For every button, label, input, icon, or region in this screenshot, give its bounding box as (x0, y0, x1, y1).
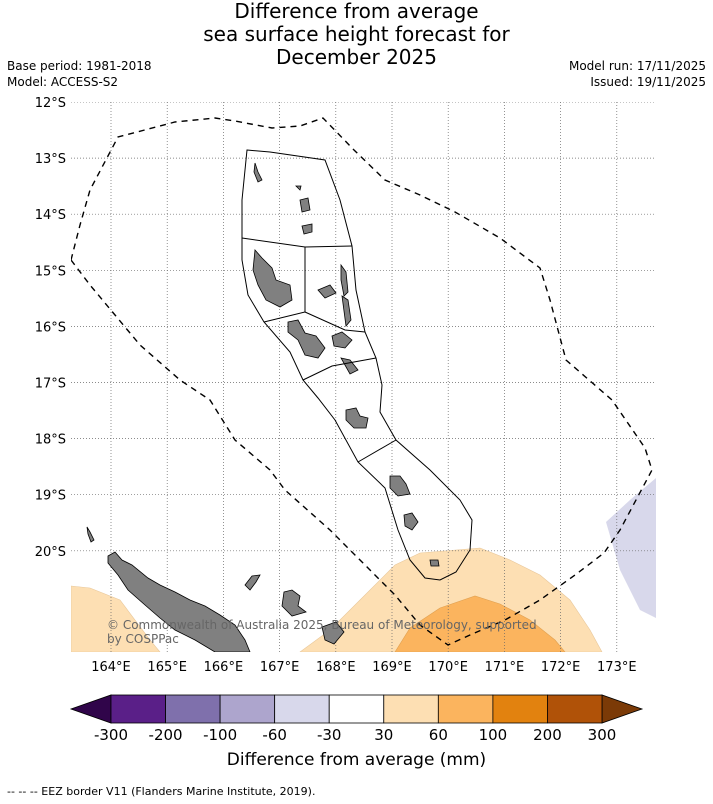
colorbar-swatch (547, 694, 603, 724)
island (403, 512, 419, 531)
latitude-labels: 12°S 13°S 14°S 15°S 16°S 17°S 18°S 19°S 20°S (35, 96, 66, 560)
colorbar-tick-label: -60 (262, 726, 287, 744)
new-caledonia-land (107, 551, 251, 652)
eez-border-dashed (71, 117, 653, 646)
colorbar-low-extend (69, 694, 112, 724)
lon-tick-label: 173°E (597, 660, 637, 675)
island (295, 185, 302, 191)
lon-tick-label: 170°E (428, 660, 468, 675)
colorbar-high-extend (601, 694, 644, 724)
colorbar-tick-label: -200 (149, 726, 183, 744)
longitude-labels: 164°E 165°E 166°E 167°E 168°E 169°E 170°E 171°E… (91, 660, 636, 675)
anomaly-light-purple (606, 478, 656, 618)
land (86, 162, 440, 652)
boundary-line (357, 439, 397, 463)
colorbar-tick-label: -300 (94, 726, 128, 744)
island (340, 357, 359, 375)
colorbar-swatch (219, 694, 276, 724)
boundary-line (302, 357, 377, 381)
lat-tick-label: 13°S (35, 152, 66, 167)
island (341, 295, 352, 327)
meta-right: Model run: 17/11/2025 Issued: 19/11/2025 (569, 58, 706, 90)
map-area: © Commonwealth of Australia 2025, Bureau… (71, 102, 656, 652)
island (429, 559, 440, 567)
lon-tick-label: 172°E (541, 660, 581, 675)
lat-tick-label: 16°S (35, 320, 66, 335)
footer-legend-note: -- -- -- EEZ border V11 (Flanders Marine… (7, 785, 316, 798)
island (252, 249, 293, 308)
lon-tick-label: 164°E (91, 660, 131, 675)
lon-tick-label: 165°E (147, 660, 187, 675)
title-line-1: Difference from average (234, 0, 479, 23)
model-text: Model: ACCESS-S2 (7, 75, 119, 89)
island (340, 263, 349, 297)
colorbar-tick-label: 100 (479, 726, 508, 744)
copyright-text-line2: by COSPPac (107, 632, 179, 646)
colorbar-swatch (274, 694, 330, 724)
lat-tick-label: 20°S (35, 545, 66, 560)
colorbar-tick-label: 300 (588, 726, 617, 744)
model-run-text: Model run: 17/11/2025 (568, 59, 706, 73)
meta-left: Base period: 1981-2018 Model: ACCESS-S2 (7, 58, 152, 90)
island (331, 331, 353, 349)
colorbar-swatch (328, 694, 385, 724)
colorbar-tick-label: 60 (429, 726, 448, 744)
island (287, 319, 326, 359)
boundary-line (304, 311, 366, 333)
island (345, 407, 369, 429)
eez-inner-boundary (241, 149, 473, 581)
anomaly-light-orange (71, 585, 161, 652)
colorbar-swatch (383, 694, 439, 724)
province-boundaries (241, 149, 473, 581)
lat-tick-label: 17°S (35, 377, 66, 392)
lon-tick-label: 167°E (260, 660, 300, 675)
lon-tick-label: 169°E (372, 660, 412, 675)
island (253, 162, 263, 183)
colorbar-swatch (110, 694, 166, 724)
lon-tick-label: 168°E (316, 660, 356, 675)
colorbar: -300 -200 -100 -60 -30 30 60 100 200 300 (69, 694, 644, 744)
issued-text: Issued: 19/11/2025 (590, 75, 706, 89)
lat-tick-label: 14°S (35, 208, 66, 223)
colorbar-title: Difference from average (mm) (226, 750, 487, 770)
title-line-3: December 2025 (276, 45, 437, 69)
island (244, 574, 261, 591)
island (281, 589, 307, 617)
colorbar-swatch (165, 694, 221, 724)
boundary-line (241, 237, 353, 248)
colorbar-swatch (437, 694, 494, 724)
colorbar-swatch (492, 694, 548, 724)
colorbar-tick-label: 30 (374, 726, 393, 744)
chart-title: Difference from average sea surface heig… (0, 0, 713, 69)
colorbar-tick-label: 200 (533, 726, 562, 744)
island (321, 621, 345, 645)
island (389, 475, 411, 497)
copyright-text: © Commonwealth of Australia 2025, Bureau… (107, 618, 537, 632)
colorbar-tick-label: -100 (203, 726, 237, 744)
lon-tick-label: 171°E (485, 660, 525, 675)
base-period-text: Base period: 1981-2018 (7, 59, 152, 73)
island (301, 223, 313, 235)
lon-tick-label: 166°E (204, 660, 244, 675)
lat-tick-label: 19°S (35, 489, 66, 504)
island (86, 526, 95, 543)
lat-tick-label: 18°S (35, 433, 66, 448)
island (317, 284, 337, 299)
lat-tick-label: 15°S (35, 264, 66, 279)
title-line-2: sea surface height forecast for (203, 22, 510, 46)
gridlines (71, 102, 656, 652)
island (299, 197, 311, 213)
colorbar-tick-label: -30 (317, 726, 342, 744)
lat-tick-label: 12°S (35, 96, 66, 111)
